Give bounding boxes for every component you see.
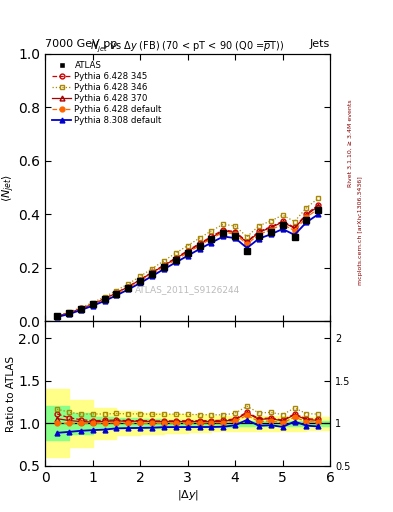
Title: $N_{jet}$ vs $\Delta y$ (FB) (70 < pT < 90 (Q0 =$\overline{p}$T)): $N_{jet}$ vs $\Delta y$ (FB) (70 < pT < …: [90, 39, 285, 54]
Y-axis label: $\langle N_{jet}\rangle$: $\langle N_{jet}\rangle$: [0, 174, 17, 202]
Text: Jets: Jets: [310, 38, 330, 49]
Text: mcplots.cern.ch [arXiv:1306.3436]: mcplots.cern.ch [arXiv:1306.3436]: [358, 176, 364, 285]
Text: ATLAS_2011_S9126244: ATLAS_2011_S9126244: [135, 285, 240, 294]
Legend: ATLAS, Pythia 6.428 345, Pythia 6.428 346, Pythia 6.428 370, Pythia 6.428 defaul: ATLAS, Pythia 6.428 345, Pythia 6.428 34…: [50, 58, 164, 128]
Text: Rivet 3.1.10, ≥ 3.4M events: Rivet 3.1.10, ≥ 3.4M events: [348, 99, 353, 187]
X-axis label: $|\Delta y|$: $|\Delta y|$: [176, 487, 199, 502]
Y-axis label: Ratio to ATLAS: Ratio to ATLAS: [6, 355, 16, 432]
Text: 7000 GeV pp: 7000 GeV pp: [45, 38, 118, 49]
